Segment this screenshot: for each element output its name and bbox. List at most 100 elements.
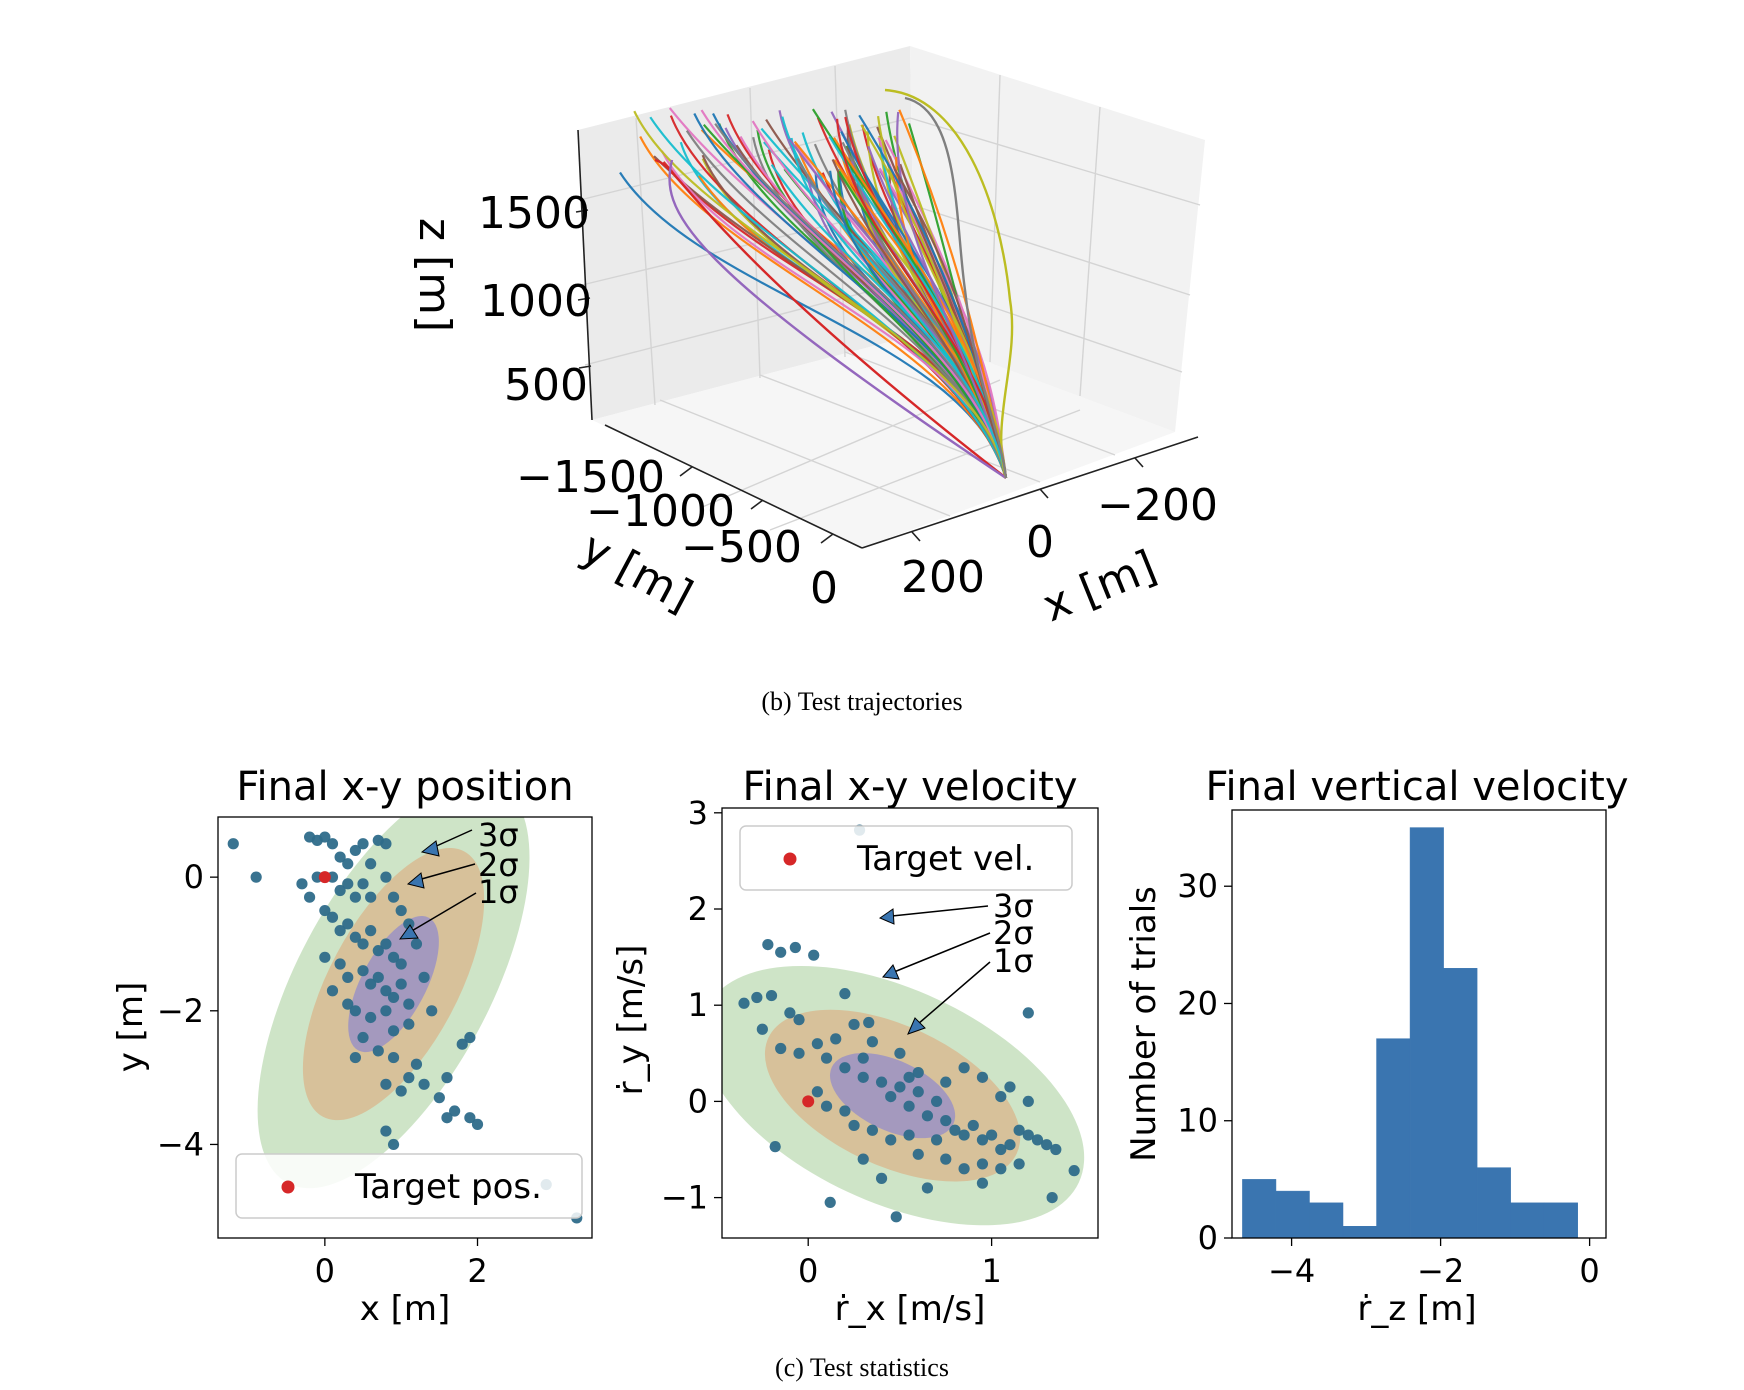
y-tick-label: 20 — [1177, 984, 1218, 1022]
scatter-point — [839, 1105, 851, 1117]
x-tick-label: 0 — [798, 1252, 818, 1290]
scatter-point — [250, 871, 262, 883]
scatter-points — [227, 831, 583, 1224]
scatter-point — [995, 1090, 1007, 1103]
scatter-point — [464, 1031, 476, 1044]
scatter-point — [418, 1078, 430, 1090]
z-tick-label: 500 — [504, 360, 588, 411]
trajectory-line — [884, 88, 1014, 479]
x-axis-label: ṙ_z [m] — [1357, 1289, 1476, 1329]
y-tick-label: −4 — [157, 1125, 204, 1163]
vertical-velocity-histogram: Final vertical velocity −4 −2 0 0 10 20 30 ṙ_z… — [1124, 764, 1629, 1329]
scatter-point — [976, 1071, 989, 1083]
plot-title: Final x-y velocity — [742, 764, 1077, 810]
scatter-point — [808, 949, 820, 961]
scatter-point — [890, 1211, 902, 1223]
scatter-point — [456, 1038, 468, 1050]
histogram-bar — [1242, 1179, 1277, 1239]
scatter-point — [471, 1118, 484, 1130]
scatter-point — [395, 958, 407, 970]
scatter-point — [958, 1129, 970, 1141]
legend-box — [739, 825, 1073, 891]
scatter-point — [903, 1071, 915, 1083]
scatter-point — [857, 1071, 869, 1083]
x-axis-label: x [m] — [360, 1289, 451, 1329]
scatter-point — [875, 1076, 888, 1088]
scatter-point — [848, 1119, 860, 1132]
trajectory-line — [904, 96, 1008, 479]
z-axis-label: z [m] — [409, 218, 460, 332]
scatter-point — [303, 891, 316, 903]
scatter-point — [349, 931, 361, 943]
z-tick-label: 1000 — [480, 276, 592, 327]
scatter-point — [940, 1153, 952, 1165]
scatter-point — [426, 1005, 438, 1017]
scatter-point — [894, 1081, 906, 1093]
scatter-point — [387, 1051, 400, 1064]
scatter-point — [1046, 1191, 1058, 1204]
floor-pane — [592, 335, 1175, 548]
scatter-point — [930, 1095, 943, 1108]
y-tick-label: 30 — [1177, 867, 1218, 905]
scatter-point — [762, 938, 774, 951]
scatter-point — [1022, 1095, 1034, 1108]
scatter-point — [380, 938, 392, 950]
scatter-point — [334, 884, 346, 897]
scatter-point — [326, 911, 339, 923]
scatter-point — [793, 1047, 805, 1059]
caption-c: (c) Test statistics — [775, 1353, 949, 1382]
scatter-point — [441, 1112, 453, 1124]
scatter-point — [227, 838, 239, 850]
scatter-point — [365, 891, 377, 903]
scatter-point — [395, 904, 407, 917]
y-tick-label: −1500 — [516, 452, 665, 503]
scatter-point — [365, 978, 377, 990]
scatter-point — [349, 891, 361, 903]
scatter-point — [357, 965, 369, 977]
histogram-bar — [1409, 827, 1444, 1239]
scatter-point — [418, 971, 430, 983]
scatter-point — [995, 1143, 1007, 1156]
scatter-point — [365, 1011, 377, 1024]
scatter-point — [380, 1125, 392, 1137]
scatter-point — [372, 971, 384, 983]
trajectory-lines — [619, 88, 1014, 479]
scatter-point — [357, 1031, 369, 1044]
scatter-point — [342, 858, 354, 870]
scatter-point — [387, 1138, 400, 1151]
scatter-point — [976, 1158, 989, 1170]
scatter-point — [433, 1092, 445, 1104]
scatter-point — [885, 1090, 897, 1103]
scatter-point — [326, 985, 339, 997]
legend-marker — [783, 852, 797, 866]
scatter-point — [976, 1134, 989, 1146]
scatter-point — [342, 998, 354, 1010]
trajectory-line — [649, 116, 1008, 479]
scatter-point — [1041, 1139, 1053, 1151]
scatter-point — [380, 871, 392, 883]
x-tick-label: 200 — [901, 552, 985, 603]
plot-title: Final vertical velocity — [1205, 764, 1628, 810]
scatter-point — [830, 1033, 842, 1045]
scatter-point — [403, 1072, 415, 1084]
scatter-point — [334, 958, 346, 970]
scatter-point — [380, 838, 392, 850]
scatter-point — [319, 904, 331, 917]
legend: Target pos. — [235, 1153, 583, 1219]
y-tick-label: 3 — [688, 794, 708, 832]
scatter-point — [1031, 1134, 1044, 1146]
scatter-point — [1022, 1129, 1034, 1141]
trajectory-line — [668, 159, 1007, 479]
scatter-point — [387, 951, 400, 963]
scatter-point — [751, 991, 763, 1004]
scatter-point — [296, 878, 308, 890]
scatter-point — [380, 985, 392, 997]
scatter-point — [930, 1134, 943, 1146]
scatter-point — [976, 1177, 989, 1189]
scatter-point — [380, 1078, 392, 1090]
sigma-label: 2σ — [993, 914, 1034, 952]
plot-frame — [721, 807, 1099, 1239]
sigma-annotations: 3σ 2σ 1σ — [398, 816, 519, 940]
scatter-point — [372, 945, 384, 957]
